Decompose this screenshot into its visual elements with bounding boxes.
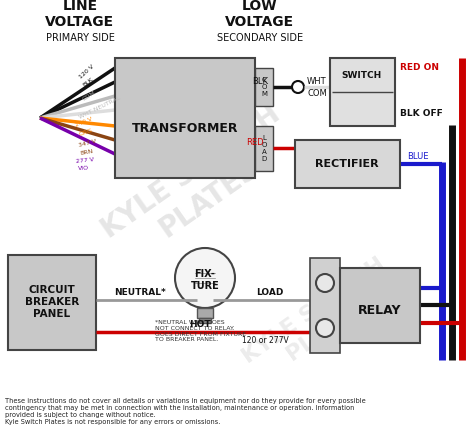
Text: LOW
VOLTAGE: LOW VOLTAGE <box>226 0 294 29</box>
Text: NEUTRAL*: NEUTRAL* <box>114 287 166 296</box>
Text: COM: COM <box>82 90 97 102</box>
Text: BRN: BRN <box>80 148 94 156</box>
Text: RED: RED <box>246 137 264 146</box>
Bar <box>8 255 96 350</box>
Circle shape <box>292 81 304 93</box>
Text: COM: COM <box>307 89 327 99</box>
Text: BLK: BLK <box>82 76 94 88</box>
Text: WHT NEUTRAL: WHT NEUTRAL <box>78 96 121 120</box>
Text: KYLE SWITCH
PLATES: KYLE SWITCH PLATES <box>96 100 304 270</box>
Text: RECTIFIER: RECTIFIER <box>315 159 379 169</box>
Text: WHT: WHT <box>307 76 327 85</box>
Circle shape <box>316 274 334 292</box>
Text: *NEUTRAL WIRE DOES
NOT CONNECT TO RELAY.
GOES DIRECT FROM FIXTURE
TO BREAKER PAN: *NEUTRAL WIRE DOES NOT CONNECT TO RELAY.… <box>155 320 246 342</box>
Bar <box>330 58 395 126</box>
Bar <box>199 318 211 323</box>
Text: SWITCH: SWITCH <box>342 71 382 79</box>
Bar <box>255 68 273 106</box>
Text: 347 V: 347 V <box>78 138 97 148</box>
Text: HOT: HOT <box>189 320 211 328</box>
Text: TRANSFORMER: TRANSFORMER <box>132 122 238 134</box>
Text: L
O
A
D: L O A D <box>261 134 267 161</box>
Text: FIX-
TURE: FIX- TURE <box>191 269 219 291</box>
Text: 240 V: 240 V <box>75 116 94 128</box>
Text: These instructions do not cover all details or variations in equipment nor do th: These instructions do not cover all deta… <box>5 398 366 425</box>
Text: ORG: ORG <box>78 127 93 136</box>
Bar <box>295 140 400 188</box>
Text: BLK: BLK <box>252 76 268 85</box>
Bar <box>115 58 255 178</box>
Text: 120 or 277V: 120 or 277V <box>242 335 288 344</box>
Text: VIO: VIO <box>78 165 89 170</box>
Circle shape <box>175 248 235 308</box>
Text: BLUE: BLUE <box>407 151 429 160</box>
Circle shape <box>316 319 334 337</box>
Text: 277 V: 277 V <box>76 157 95 164</box>
Text: LINE
VOLTAGE: LINE VOLTAGE <box>46 0 115 29</box>
Text: 120 V: 120 V <box>78 64 95 80</box>
Text: CIRCUIT
BREAKER
PANEL: CIRCUIT BREAKER PANEL <box>25 286 79 319</box>
Text: BLK OFF: BLK OFF <box>400 109 443 117</box>
Bar <box>255 126 273 171</box>
Text: C
O
M: C O M <box>261 77 267 97</box>
Bar <box>197 308 213 318</box>
Text: RELAY: RELAY <box>358 303 402 317</box>
Text: PRIMARY SIDE: PRIMARY SIDE <box>46 33 114 43</box>
Text: SECONDARY SIDE: SECONDARY SIDE <box>217 33 303 43</box>
Text: LOAD: LOAD <box>256 287 283 296</box>
Bar <box>310 258 340 353</box>
Bar <box>340 268 420 343</box>
Text: RED ON: RED ON <box>400 64 439 72</box>
Text: KYLE SWITCH
PLATES: KYLE SWITCH PLATES <box>238 254 401 386</box>
